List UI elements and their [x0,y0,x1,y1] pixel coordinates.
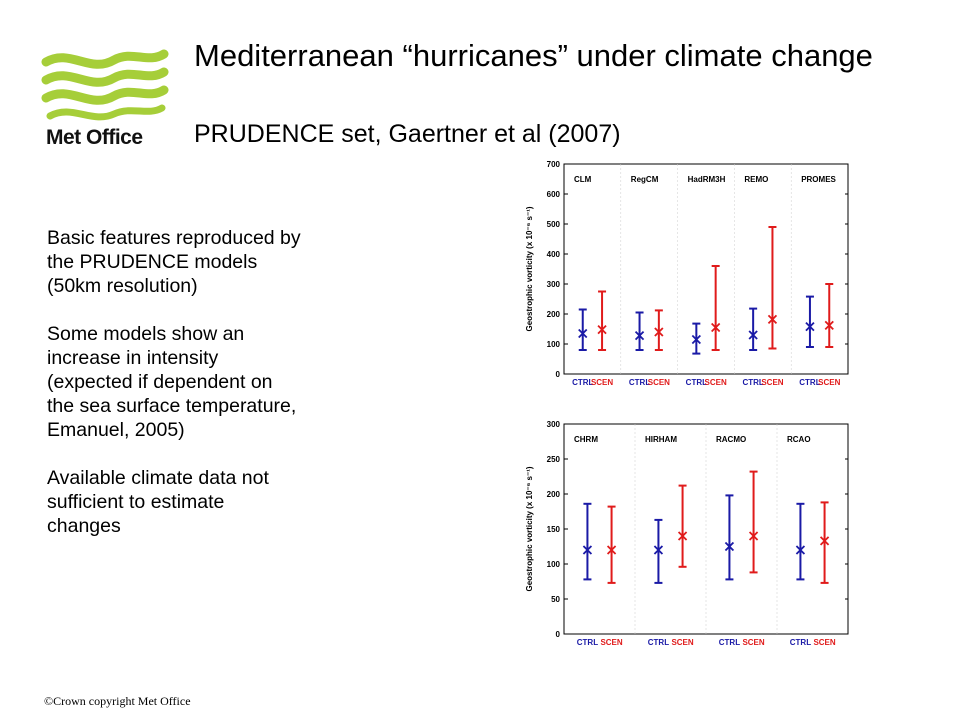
mean-x-stroke [824,320,834,331]
y-tick-label: 250 [547,455,561,464]
plot-frame [563,163,849,375]
y-tick-label: 700 [547,160,561,169]
scen-mean-marker [819,536,830,546]
mean-x-stroke [767,314,778,325]
ctrl-mean-marker [724,541,735,552]
ctrl-tick-label: CTRL [719,638,740,647]
scen-tick-label: SCEN [818,378,840,387]
mean-x-stroke [582,545,593,555]
y-tick-label: 150 [547,525,561,534]
logo-wave-3 [41,85,169,105]
y-tick-label: 0 [556,630,561,639]
y-tick-label: 300 [547,280,561,289]
scen-tick-label: SCEN [761,378,783,387]
bullet-text-block: Basic features reproduced by the PRUDENC… [47,226,377,562]
y-axis-label: Geostrophic vorticity (x 10⁻⁶ s⁻¹) [525,466,534,591]
ctrl-tick-label: CTRL [577,638,598,647]
panel-model-label: RACMO [716,435,746,444]
logo-wave-2 [41,67,169,87]
ctrl-tick-label: CTRL [799,378,820,387]
scen-mean-marker [597,324,607,335]
ctrl-mean-marker [691,334,701,345]
scen-mean-marker [677,531,688,541]
scen-tick-label: SCEN [671,638,693,647]
y-tick-label: 100 [547,340,561,349]
logo-wave-4 [46,104,166,121]
scen-mean-marker [824,320,834,331]
paragraph-1: Basic features reproduced by the PRUDENC… [47,227,301,297]
y-tick-label: 0 [556,370,561,379]
mean-x-stroke [748,330,758,340]
y-tick-label: 200 [547,490,561,499]
panel-model-label: RCAO [787,435,811,444]
copyright-footer: ©Crown copyright Met Office [44,694,191,708]
mean-x-stroke [597,324,607,335]
panel-model-label: HIRHAM [645,435,677,444]
scen-mean-marker [767,314,778,325]
y-tick-label: 200 [547,310,561,319]
ctrl-mean-marker [805,321,815,332]
mean-x-stroke [677,531,688,541]
mean-x-stroke [724,541,735,552]
vorticity-chart-bottom: 0 50 100 150 200 250 300 Geostrophic vorticity … [525,420,849,647]
ctrl-tick-label: CTRL [686,378,707,387]
ctrl-mean-marker [582,545,593,555]
mean-x-stroke [606,545,617,555]
scen-tick-label: SCEN [591,378,613,387]
mean-x-stroke [748,531,759,541]
scen-tick-label: SCEN [705,378,727,387]
mean-x-stroke [819,536,830,546]
panel-model-label: PROMES [801,175,836,184]
paragraph-3: Available climate data not sufficient to… [47,467,269,537]
paragraph-2: Some models show an increase in intensit… [47,323,297,441]
y-tick-label: 400 [547,250,561,259]
mean-x-stroke [578,328,588,339]
ctrl-tick-label: CTRL [742,378,763,387]
mean-x-stroke [653,545,664,555]
ctrl-mean-marker [634,330,645,341]
vorticity-chart-top: 0 100 200 300 400 500 600 700 Geostrophic vortic… [525,160,849,387]
mean-x-stroke [691,334,701,345]
scen-mean-marker [606,545,617,555]
ctrl-mean-marker [795,545,806,555]
ctrl-mean-marker [578,328,588,339]
y-tick-label: 50 [551,595,560,604]
slide-title: Mediterranean “hurricanes” under climate… [194,38,873,73]
mean-x-stroke [795,545,806,555]
ctrl-mean-marker [653,545,664,555]
panel-model-label: CHRM [574,435,598,444]
slide-subtitle: PRUDENCE set, Gaertner et al (2007) [194,120,621,148]
mean-x-stroke [711,322,721,333]
ctrl-tick-label: CTRL [790,638,811,647]
scen-tick-label: SCEN [742,638,764,647]
y-tick-label: 600 [547,190,561,199]
logo-wave-1 [41,49,169,69]
scen-mean-marker [748,531,759,541]
y-tick-label: 100 [547,560,561,569]
y-tick-label: 500 [547,220,561,229]
met-office-logo [41,49,169,121]
ctrl-mean-marker [748,330,758,340]
ctrl-tick-label: CTRL [648,638,669,647]
y-tick-label: 300 [547,420,561,429]
scen-tick-label: SCEN [813,638,835,647]
scen-tick-label: SCEN [648,378,670,387]
mean-x-stroke [634,330,645,341]
met-office-wave-icon [41,49,169,121]
scen-tick-label: SCEN [600,638,622,647]
ctrl-tick-label: CTRL [572,378,593,387]
y-axis-label: Geostrophic vorticity (x 10⁻⁶ s⁻¹) [525,206,534,331]
panel-model-label: RegCM [631,175,659,184]
scen-mean-marker [654,327,664,337]
panel-model-label: REMO [744,175,768,184]
logo-text: Met Office [46,126,143,149]
mean-x-stroke [654,327,664,337]
panel-model-label: HadRM3H [688,175,726,184]
mean-x-stroke [805,321,815,332]
panel-model-label: CLM [574,175,592,184]
scen-mean-marker [711,322,721,333]
ctrl-tick-label: CTRL [629,378,650,387]
